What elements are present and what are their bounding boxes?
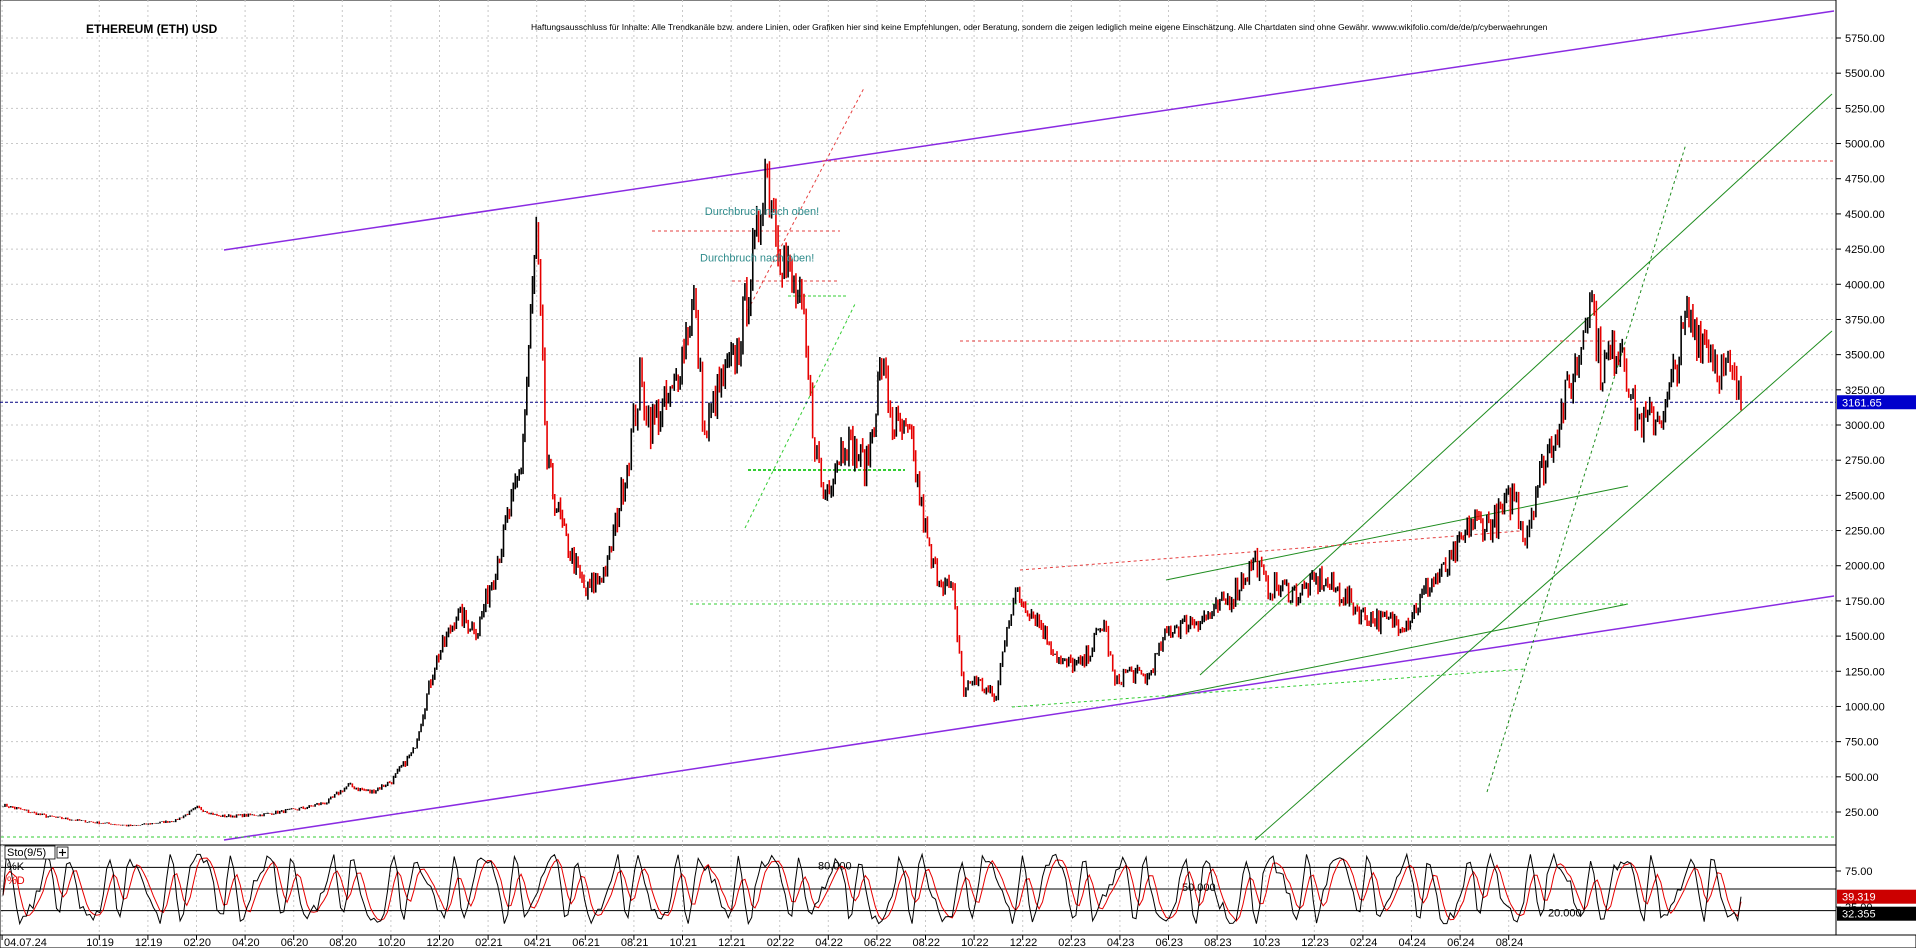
price-y-axis: 5750.00 5500.00 5250.00 5000.00 4750.00 4500.… — [1836, 33, 1885, 819]
price-tick-label: 4500.00 — [1845, 209, 1885, 221]
date-tick-label: 06.23 — [1156, 937, 1184, 948]
date-tick-label: 04.24 — [1399, 937, 1427, 948]
date-tick-label: 12.23 — [1301, 937, 1329, 948]
date-tick-label: 08.20 — [329, 937, 357, 948]
date-tick-label: 12.20 — [427, 937, 455, 948]
price-tick-label: 3750.00 — [1845, 314, 1885, 326]
date-tick-label: 04.23 — [1107, 937, 1135, 948]
price-tick-label: 4000.00 — [1845, 279, 1885, 291]
price-tick-label: 1000.00 — [1845, 701, 1885, 713]
disclaimer-text: Haftungsausschluss für Inhalte: Alle Tre… — [531, 22, 1548, 32]
price-tick-label: 750.00 — [1845, 737, 1879, 749]
k-legend-label: %K — [7, 861, 25, 873]
k-value-label: 39.319 — [1842, 892, 1876, 904]
stochastic-panel-frame — [0, 844, 1837, 936]
date-tick-label: 02.20 — [184, 937, 212, 948]
price-tick-label: 5000.00 — [1845, 139, 1885, 151]
price-tick-label: 5250.00 — [1845, 103, 1885, 115]
price-tick-label: 3500.00 — [1845, 350, 1885, 362]
date-tick-label: 12.21 — [718, 937, 746, 948]
x-axis-strip — [0, 934, 1916, 948]
chart-title: ETHEREUM (ETH) USD — [86, 22, 218, 36]
green-channel-lower-line — [1254, 330, 1833, 841]
stochastic-y-axis: 75.00 25.00 — [1836, 866, 1873, 914]
green-triangle-upper-line — [1165, 485, 1629, 581]
price-tick-label: 2250.00 — [1845, 526, 1885, 538]
purple-upper-channel-line — [223, 10, 1835, 251]
stochastic-tick-label: 25.00 — [1845, 902, 1873, 914]
price-tick-label: 1250.00 — [1845, 666, 1885, 678]
d-value-tag-bg — [1837, 906, 1916, 921]
green-triangle-lower-line — [1164, 603, 1629, 698]
date-tick-label: 08.24 — [1496, 937, 1524, 948]
date-tick-label: 02.22 — [767, 937, 795, 948]
price-series — [2, 158, 1742, 827]
date-tick-label: 02.24 — [1350, 937, 1378, 948]
price-tick-label: 2500.00 — [1845, 490, 1885, 502]
date-tick-label: 12.19 — [135, 937, 163, 948]
current-price-tag-bg — [1837, 395, 1916, 410]
stochastic-k-line — [2, 852, 1742, 926]
stochastic-gridlines — [1, 845, 1510, 935]
date-tick-label: 04.20 — [232, 937, 260, 948]
purple-lower-channel-line — [223, 595, 1835, 841]
date-tick-label: 06.21 — [572, 937, 600, 948]
date-x-axis: 04.07.24 10.19 12.19 02.20 04.20 06.20 08.20 10… — [1, 935, 1524, 948]
stochastic-level-label: 80.000 — [818, 860, 852, 872]
date-tick-label: 04.07.24 — [4, 937, 47, 948]
price-tick-label: 2750.00 — [1845, 455, 1885, 467]
date-tick-label: 02.23 — [1058, 937, 1086, 948]
green-steep-dotted-line — [1486, 143, 1687, 793]
date-tick-label: 06.24 — [1447, 937, 1475, 948]
price-tick-label: 1500.00 — [1845, 631, 1885, 643]
stochastic-title: Sto(9/5) — [7, 847, 46, 859]
annotations: Durchbruch nach oben! Durchbruch nach obe… — [700, 206, 819, 264]
date-tick-label: 06.22 — [864, 937, 892, 948]
date-tick-label: 10.20 — [378, 937, 406, 948]
stochastic-tick-label: 75.00 — [1845, 866, 1873, 878]
date-tick-label: 04.21 — [524, 937, 552, 948]
price-tick-label: 2000.00 — [1845, 561, 1885, 573]
d-value-label: 32.355 — [1842, 909, 1876, 921]
d-legend-label: %D — [7, 875, 25, 887]
date-tick-label: 02.21 — [475, 937, 503, 948]
date-tick-label: 10.23 — [1253, 937, 1281, 948]
price-tick-label: 1750.00 — [1845, 596, 1885, 608]
price-tick-label: 3250.00 — [1845, 385, 1885, 397]
current-price-tag: 3161.65 — [1837, 395, 1916, 410]
date-tick-label: 10.22 — [961, 937, 989, 948]
stochastic-series: 39.319 32.355 — [2, 852, 1916, 926]
stochastic-legend: Sto(9/5) %K %D — [4, 845, 69, 887]
price-tick-label: 3000.00 — [1845, 420, 1885, 432]
date-tick-label: 08.22 — [913, 937, 941, 948]
date-tick-label: 08.23 — [1204, 937, 1232, 948]
price-tick-label: 500.00 — [1845, 772, 1879, 784]
date-tick-label: 10.21 — [670, 937, 698, 948]
date-tick-label: 06.20 — [281, 937, 309, 948]
k-value-tag-bg — [1837, 889, 1916, 904]
price-tick-label: 5750.00 — [1845, 33, 1885, 45]
price-tick-label: 5500.00 — [1845, 68, 1885, 80]
stochastic-d-line — [2, 857, 1742, 922]
green-dotted-2021-trend — [744, 301, 857, 529]
breakout-annotation: Durchbruch nach oben! — [705, 206, 819, 218]
price-tick-label: 4250.00 — [1845, 244, 1885, 256]
stochastic-level-label: 20.000 — [1548, 908, 1582, 920]
date-tick-label: 12.22 — [1010, 937, 1038, 948]
current-price-value: 3161.65 — [1842, 397, 1882, 409]
breakout-annotation: Durchbruch nach oben! — [700, 253, 814, 265]
price-panel-frame — [0, 0, 1837, 846]
green-channel-upper-line — [1199, 93, 1833, 676]
green-dotted-2022-support — [1011, 668, 1526, 708]
price-tick-label: 250.00 — [1845, 807, 1879, 819]
stochastic-level-label: 50.000 — [1182, 882, 1216, 894]
price-gridlines — [1, 0, 1836, 845]
date-tick-label: 10.19 — [86, 937, 114, 948]
stochastic-title-box — [4, 845, 56, 860]
date-tick-label: 08.21 — [621, 937, 649, 948]
date-tick-label: 04.22 — [815, 937, 843, 948]
price-tick-label: 4750.00 — [1845, 174, 1885, 186]
